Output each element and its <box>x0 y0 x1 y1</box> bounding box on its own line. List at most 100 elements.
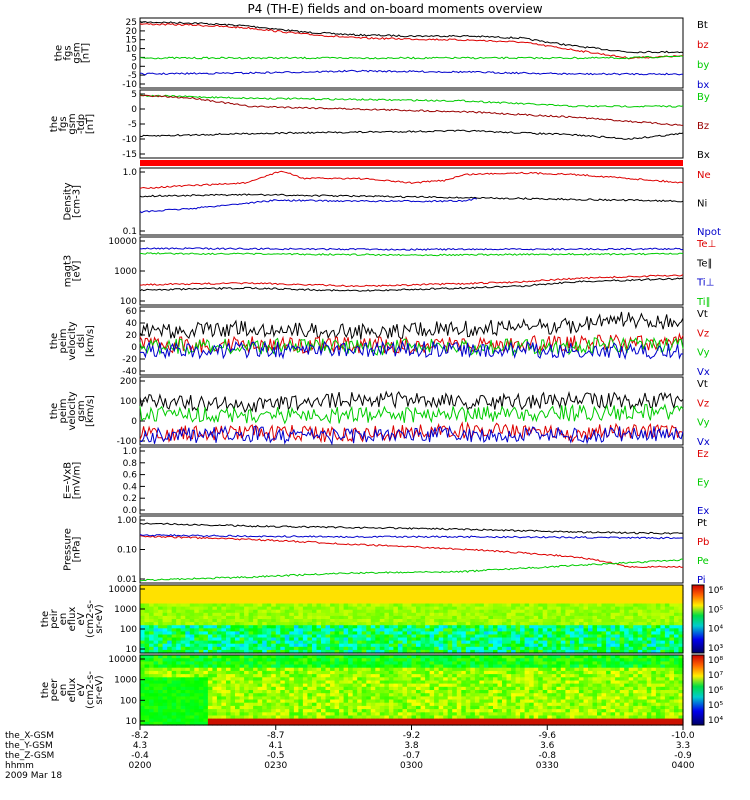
heatmap-cell <box>153 643 159 648</box>
heatmap-cell <box>189 664 195 669</box>
heatmap-cell <box>397 699 403 704</box>
heatmap-cell <box>180 625 186 629</box>
heatmap-cell <box>149 649 155 654</box>
heatmap-cell <box>316 634 322 639</box>
heatmap-cell <box>660 637 666 642</box>
heatmap-cell <box>361 699 367 704</box>
heatmap-cell <box>637 625 643 629</box>
heatmap-cell <box>524 674 530 678</box>
heatmap-cell <box>674 619 680 623</box>
heatmap-cell <box>253 594 259 598</box>
heatmap-cell <box>493 640 499 645</box>
heatmap-cell <box>230 643 236 648</box>
heatmap-cell <box>529 640 535 645</box>
heatmap-cell <box>610 637 616 642</box>
heatmap-cell <box>262 718 268 723</box>
heatmap-cell <box>289 709 295 713</box>
heatmap-cell <box>212 600 218 605</box>
heatmap-cell <box>601 609 607 614</box>
heatmap-cell <box>407 597 413 602</box>
heatmap-cell <box>556 637 562 642</box>
heatmap-cell <box>330 637 336 642</box>
heatmap-cell <box>565 693 571 697</box>
y-tick-label: 100 <box>120 625 137 635</box>
heatmap-cell <box>556 615 562 620</box>
heatmap-cell <box>388 718 394 723</box>
heatmap-cell <box>275 585 281 589</box>
heatmap-cell <box>293 658 299 662</box>
heatmap-cell <box>384 712 390 717</box>
heatmap-cell <box>506 674 512 678</box>
heatmap-cell <box>352 705 358 710</box>
heatmap-cell <box>520 646 526 651</box>
heatmap-cell <box>569 585 575 589</box>
heatmap-cell <box>560 718 566 723</box>
heatmap-cell <box>452 591 458 595</box>
heatmap-cell <box>153 721 159 726</box>
heatmap-cell <box>357 670 363 675</box>
heatmap-cell <box>239 680 245 685</box>
heatmap-cell <box>420 699 426 704</box>
heatmap-cell <box>429 649 435 654</box>
heatmap-cell <box>235 690 241 694</box>
heatmap-cell <box>339 715 345 720</box>
heatmap-cell <box>348 585 354 589</box>
heatmap-cell <box>502 655 508 659</box>
heatmap-cell <box>651 640 657 645</box>
heatmap-cell <box>289 628 295 632</box>
heatmap-cell <box>502 674 508 678</box>
heatmap-cell <box>538 585 544 589</box>
heatmap-cell <box>293 625 299 629</box>
heatmap-cell <box>578 709 584 713</box>
heatmap-cell <box>339 674 345 678</box>
heatmap-cell <box>578 637 584 642</box>
heatmap-cell <box>425 667 431 672</box>
heatmap-cell <box>226 631 232 636</box>
heatmap-cell <box>325 718 331 723</box>
heatmap-cell <box>284 643 290 648</box>
heatmap-cell <box>411 721 417 726</box>
heatmap-cell <box>339 603 345 608</box>
heatmap-cell <box>289 640 295 645</box>
heatmap-cell <box>352 612 358 617</box>
heatmap-cell <box>465 600 471 605</box>
heatmap-cell <box>271 603 277 608</box>
heatmap-cell <box>221 640 227 645</box>
heatmap-cell <box>651 634 657 639</box>
heatmap-cell <box>646 643 652 648</box>
heatmap-cell <box>194 634 200 639</box>
heatmap-cell <box>402 649 408 654</box>
heatmap-cell <box>533 619 539 623</box>
heatmap-cell <box>411 640 417 645</box>
heatmap-cell <box>452 606 458 611</box>
heatmap-cell <box>461 670 467 675</box>
heatmap-cell <box>488 705 494 710</box>
heatmap-cell <box>502 721 508 726</box>
heatmap-cell <box>298 649 304 654</box>
heatmap-cell <box>370 674 376 678</box>
heatmap-cell <box>216 649 222 654</box>
heatmap-cell <box>397 594 403 598</box>
heatmap-cell <box>615 600 621 605</box>
heatmap-cell <box>425 649 431 654</box>
heatmap-cell <box>221 619 227 623</box>
heatmap-cell <box>578 664 584 669</box>
heatmap-cell <box>538 664 544 669</box>
heatmap-cell <box>456 667 462 672</box>
heatmap-cell <box>515 680 521 685</box>
heatmap-cell <box>289 690 295 694</box>
heatmap-cell <box>235 718 241 723</box>
heatmap-cell <box>339 712 345 717</box>
heatmap-cell <box>275 619 281 623</box>
heatmap-cell <box>226 606 232 611</box>
heatmap-cell <box>669 622 675 626</box>
heatmap-cell <box>565 588 571 592</box>
heatmap-cell <box>298 606 304 611</box>
heatmap-cell <box>497 721 503 726</box>
y-tick-label: 60 <box>126 307 138 317</box>
heatmap-cell <box>465 643 471 648</box>
heatmap-cell <box>230 649 236 654</box>
heatmap-cell <box>348 594 354 598</box>
heatmap-cell <box>330 677 336 682</box>
heatmap-cell <box>438 661 444 666</box>
